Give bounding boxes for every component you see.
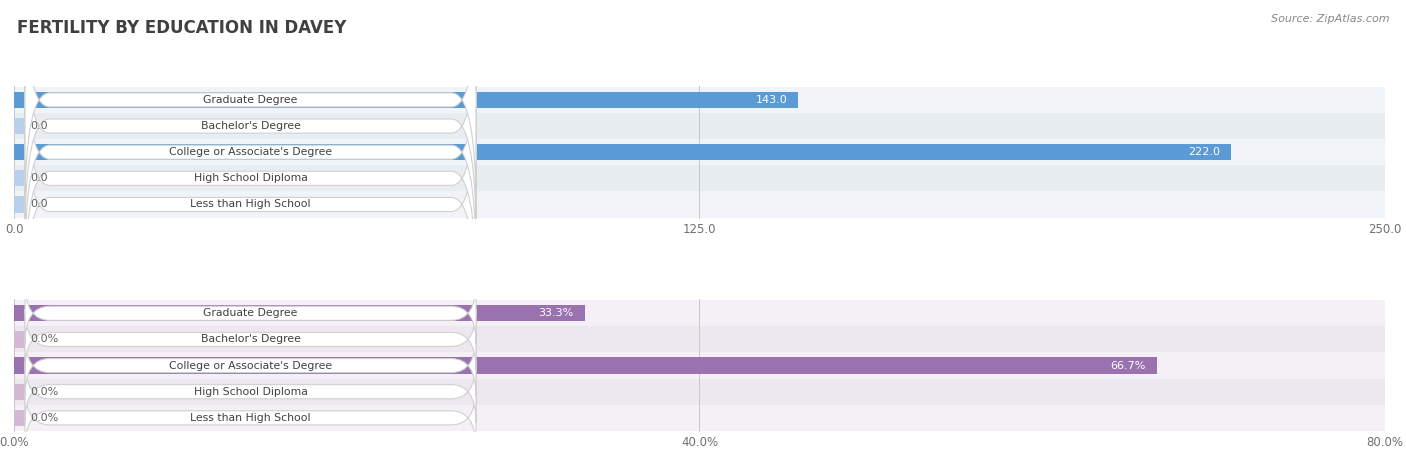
Bar [14, 358, 1157, 374]
Text: High School Diploma: High School Diploma [194, 387, 308, 397]
Bar [14, 196, 25, 213]
Text: Bachelor's Degree: Bachelor's Degree [201, 334, 301, 344]
Bar [14, 113, 1385, 139]
Text: 143.0: 143.0 [755, 95, 787, 105]
FancyBboxPatch shape [25, 0, 477, 210]
Text: FERTILITY BY EDUCATION IN DAVEY: FERTILITY BY EDUCATION IN DAVEY [17, 19, 346, 37]
FancyBboxPatch shape [25, 387, 477, 448]
Text: 33.3%: 33.3% [538, 308, 574, 318]
Bar [14, 144, 1232, 160]
Bar [14, 384, 25, 400]
Text: Less than High School: Less than High School [190, 413, 311, 423]
Bar [14, 300, 1385, 326]
Text: 222.0: 222.0 [1188, 147, 1220, 157]
Bar [14, 352, 1385, 379]
Text: Source: ZipAtlas.com: Source: ZipAtlas.com [1271, 14, 1389, 24]
Bar [14, 139, 1385, 165]
FancyBboxPatch shape [25, 309, 477, 370]
Text: Graduate Degree: Graduate Degree [204, 95, 298, 105]
FancyBboxPatch shape [25, 361, 477, 422]
FancyBboxPatch shape [25, 42, 477, 263]
Text: 0.0: 0.0 [31, 200, 48, 209]
FancyBboxPatch shape [25, 335, 477, 396]
Bar [14, 170, 25, 187]
Bar [14, 405, 1385, 431]
FancyBboxPatch shape [25, 283, 477, 344]
Bar [14, 118, 25, 134]
Text: 0.0%: 0.0% [31, 413, 59, 423]
Bar [14, 165, 1385, 191]
Bar [14, 326, 1385, 352]
Text: College or Associate's Degree: College or Associate's Degree [169, 361, 332, 370]
Text: 0.0: 0.0 [31, 173, 48, 183]
Text: College or Associate's Degree: College or Associate's Degree [169, 147, 332, 157]
FancyBboxPatch shape [25, 15, 477, 237]
Bar [14, 92, 799, 108]
Text: Graduate Degree: Graduate Degree [204, 308, 298, 318]
Text: High School Diploma: High School Diploma [194, 173, 308, 183]
Text: 0.0: 0.0 [31, 121, 48, 131]
Text: 0.0%: 0.0% [31, 334, 59, 344]
Text: 0.0%: 0.0% [31, 387, 59, 397]
Bar [14, 331, 25, 348]
Bar [14, 191, 1385, 218]
Text: 66.7%: 66.7% [1111, 361, 1146, 370]
FancyBboxPatch shape [25, 94, 477, 315]
FancyBboxPatch shape [25, 68, 477, 289]
Bar [14, 410, 25, 426]
Bar [14, 379, 1385, 405]
Text: Less than High School: Less than High School [190, 200, 311, 209]
Bar [14, 305, 585, 322]
Text: Bachelor's Degree: Bachelor's Degree [201, 121, 301, 131]
Bar [14, 87, 1385, 113]
